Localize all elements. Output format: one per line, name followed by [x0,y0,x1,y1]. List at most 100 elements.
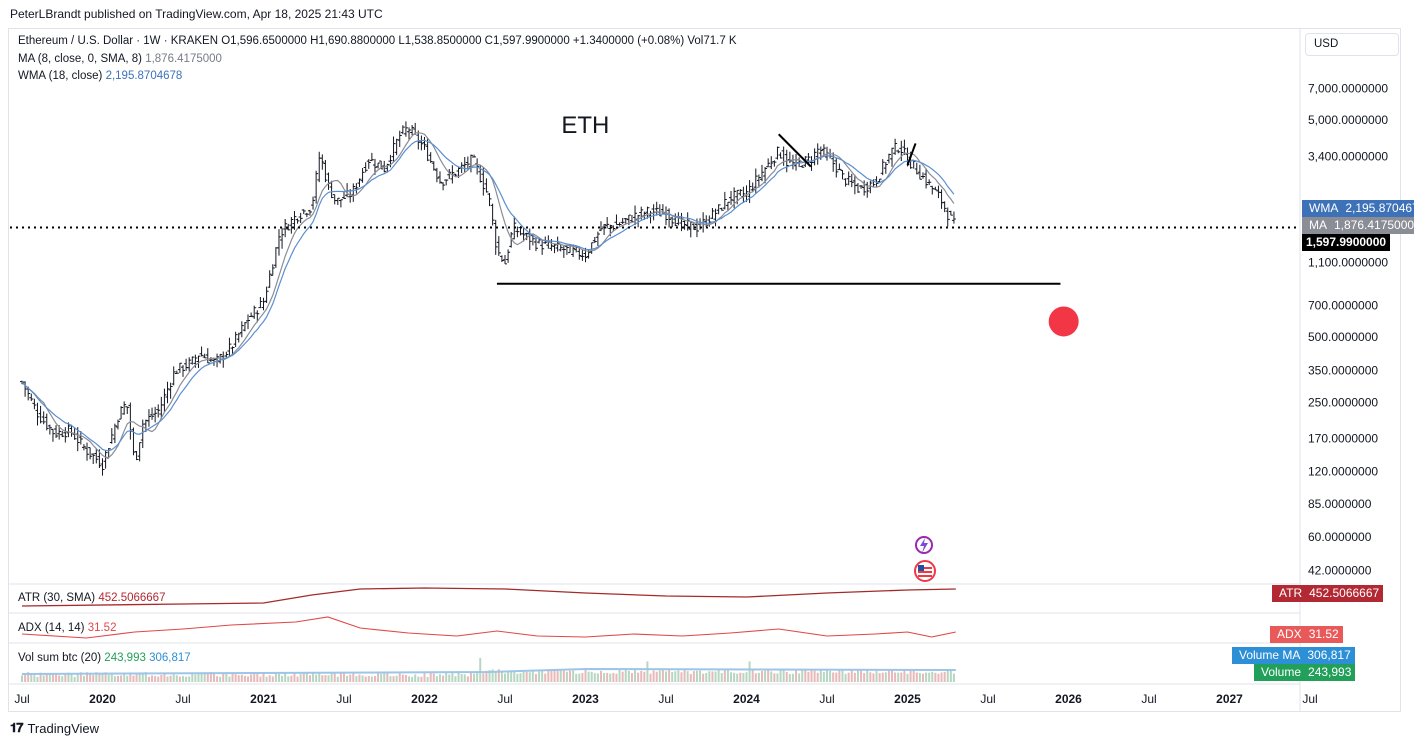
volume-bar [559,669,562,682]
volume-bar [949,669,952,682]
ohlc-bar [852,174,857,195]
footer-brand[interactable]: 𝟏𝟕 TradingView [10,720,99,736]
volume-bar [894,672,897,682]
volume-bar [299,674,302,682]
volume-bar [788,673,791,682]
ohlc-bar [933,186,938,191]
volume-bar [101,672,104,682]
ohlc-bar [255,310,260,323]
us-flag-event-icon[interactable] [913,559,937,583]
volume-bar [438,674,441,682]
ohlc-bar [165,381,170,404]
time-tick-label: 2021 [250,692,277,706]
ohlc-bar [719,207,724,211]
ohlc-bar [342,191,346,200]
ohlc-bar [766,158,771,168]
volume-bar [79,672,82,682]
ohlc-bar [843,178,848,187]
ohlc-bar [951,211,956,224]
news-lightning-icon[interactable] [910,534,936,556]
volume-bar [575,673,578,682]
volume-bar [383,672,386,682]
volume-bar [256,674,259,682]
ohlc-bar [837,163,842,171]
ohlc-bar [239,321,244,338]
volume-bar [643,671,646,682]
ohlc-bar [620,217,625,225]
volume-bar [172,674,175,682]
volume-bar [151,675,154,682]
ohlc-bar [859,185,864,189]
volume-bar [373,675,376,682]
ohlc-bar [103,450,108,469]
ohlc-bar [868,180,873,194]
ohlc-bar [920,172,925,179]
volume-bar [782,669,785,682]
ohlc-bar [942,201,947,213]
ohlc-bar [63,427,68,443]
volume-bar [457,672,460,682]
ohlc-bar [394,138,399,156]
volume-bar [627,670,630,682]
legend-wma: WMA (18, close) 2,195.8704678 [18,70,182,82]
ohlc-bar [453,173,458,177]
last-price-badge: 1,597.9900000 [1302,234,1391,251]
volume-bar [138,673,141,682]
volume-bar [466,676,469,682]
volume-bar [281,675,284,682]
volume-bar [680,672,683,682]
volume-bar [634,669,637,682]
volume-bar [869,672,872,682]
volume-bar [776,673,779,682]
ohlc-bar [369,152,374,162]
volume-bar [225,673,228,682]
ohlc-bar [521,227,526,242]
volume-bar [918,672,921,682]
volume-bar [429,672,432,682]
volume-bar [826,670,828,682]
price-tick-label: 3,400.0000000 [1308,149,1388,163]
volume-bar [841,670,844,682]
volume-bar [420,676,423,682]
ohlc-bar [335,197,340,205]
volume-bar [491,669,494,682]
volume-bar [550,670,553,682]
volume-bar [302,673,305,682]
ohlc-bar [91,453,96,465]
volume-bar [900,672,903,682]
ohlc-bar [914,162,919,175]
trend-drawing [906,143,917,166]
volume-bar [423,672,426,682]
volume-bar [943,671,946,682]
volume-bar [531,670,534,682]
ohlc-bar [410,125,415,136]
volume-bar [395,675,398,682]
volume-bar [45,672,48,682]
volume-bar [312,673,315,682]
ohlc-bar [94,448,99,464]
volume-bar [513,670,516,682]
ohlc-bar [35,402,40,426]
volume-bar [934,672,937,682]
volume-bar [683,669,686,682]
time-tick-label: Jul [497,692,512,706]
price-tick-label: 120.0000000 [1308,465,1378,479]
volume-bar [445,673,448,682]
ohlc-bar [85,442,90,461]
ohlc-bar [29,393,34,401]
currency-button[interactable]: USD [1305,33,1399,56]
ohlc-bar [936,185,941,199]
volume-bar [909,670,912,682]
volume-bar [692,671,695,682]
adx-badge: ADX 31.52 [1270,626,1343,643]
volume-bar [200,673,203,682]
ohlc-bar [304,212,309,218]
volume-bar [915,672,918,682]
volume-bar [497,669,500,682]
volume-bar [612,672,615,682]
volume-bar [268,675,271,682]
volume-bar [479,657,482,682]
volume-bar [705,672,708,682]
